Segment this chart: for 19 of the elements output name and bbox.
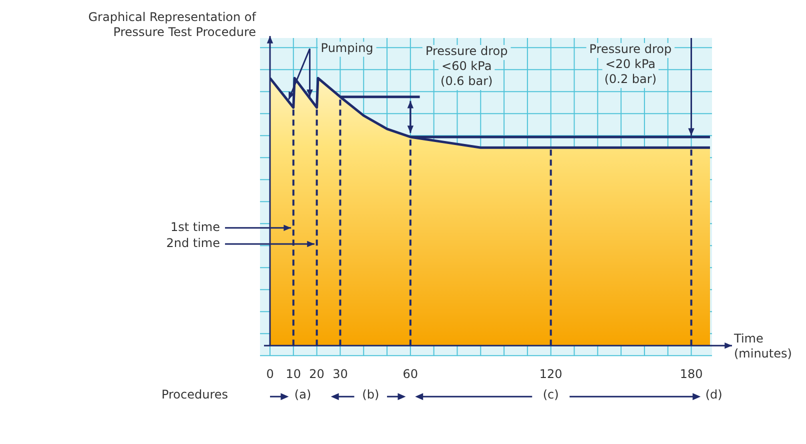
x-tick-label: 180: [680, 366, 703, 381]
text: (b): [362, 388, 380, 402]
text: Procedures: [161, 388, 228, 402]
annotation: Pressure drop <60 kPa (0.6 bar): [425, 44, 508, 88]
x-tick-label: 20: [309, 366, 324, 381]
text: 2nd time: [166, 236, 220, 250]
text: (a): [294, 388, 312, 402]
x-axis-title: Time (minutes): [733, 332, 792, 361]
text: 1st time: [170, 220, 220, 234]
text: Pumping: [320, 40, 374, 55]
x-tick-label: 30: [332, 366, 348, 381]
x-tick-label: 120: [539, 366, 562, 381]
text: Graphical Representation of Pressure Test Procedure: [88, 10, 257, 40]
annotation: Pressure drop <20 kPa (0.2 bar): [589, 42, 672, 86]
x-tick-label: 0: [266, 366, 274, 381]
x-tick-label: 10: [286, 366, 302, 381]
text: (d): [705, 388, 722, 402]
text: (c): [542, 388, 559, 402]
x-tick-label: 60: [402, 366, 418, 381]
